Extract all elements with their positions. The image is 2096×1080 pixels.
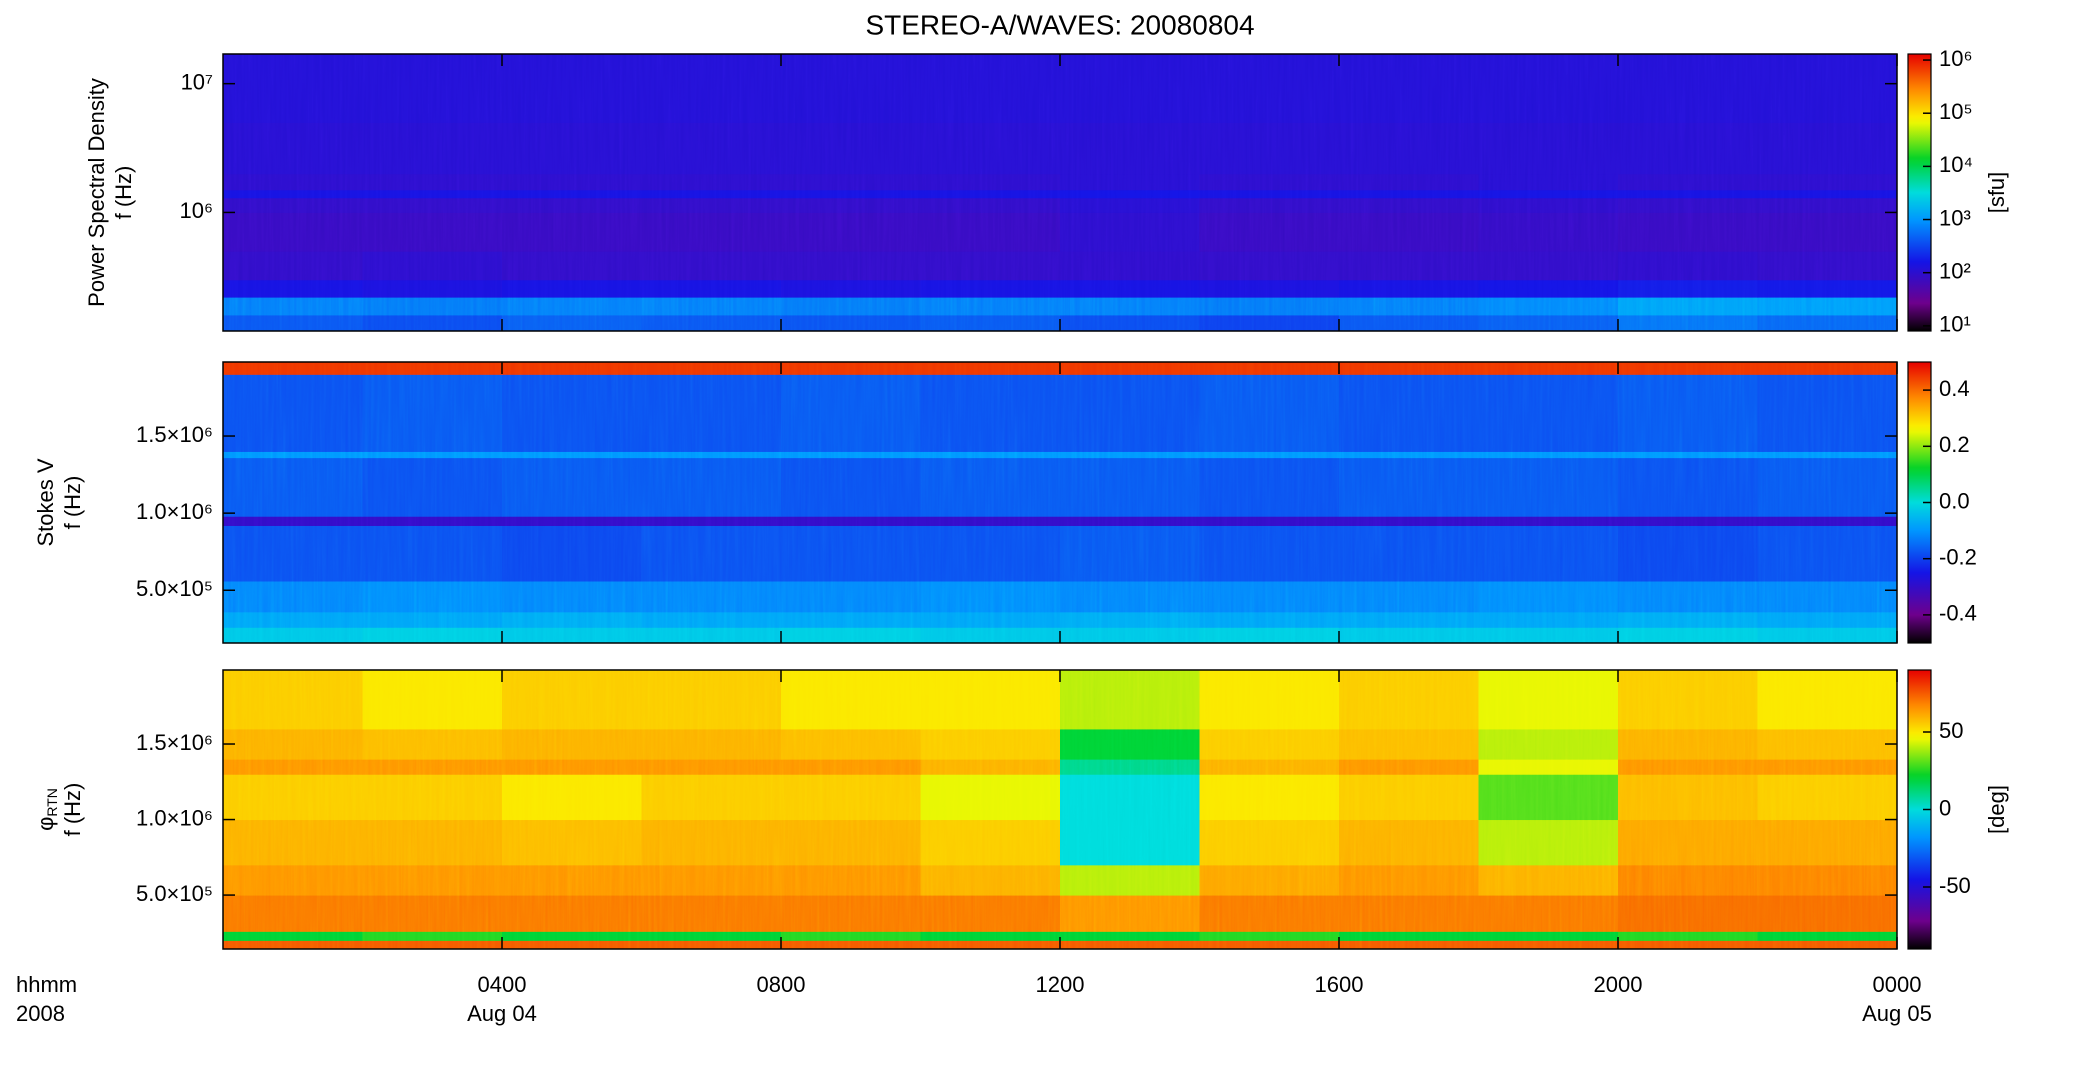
y-tick-label: 1.5×10⁶ <box>136 422 213 447</box>
x-tick-label: 0800 <box>757 972 806 997</box>
x-tick-label: 1200 <box>1036 972 1085 997</box>
x-tick-label: 0400 <box>478 972 527 997</box>
texture <box>223 670 1897 949</box>
colorbar-tick-label: 10⁴ <box>1939 152 1973 177</box>
colorbar-label: [deg] <box>1984 785 2009 834</box>
y-tick-label: 10⁷ <box>181 69 213 94</box>
colorbar-tick-label: 10¹ <box>1939 312 1971 337</box>
colorbar-tick-label: 10³ <box>1939 205 1971 230</box>
chart-title: STEREO-A/WAVES: 20080804 <box>865 9 1254 40</box>
y-axis-label: f (Hz) <box>60 783 85 837</box>
y-axis-label: f (Hz) <box>111 166 136 220</box>
y-tick-label: 1.0×10⁶ <box>136 805 213 830</box>
colorbar-tick-label: 10⁵ <box>1939 99 1973 124</box>
x-axis-label: hhmm <box>16 972 77 997</box>
y-tick-label: 1.5×10⁶ <box>136 730 213 755</box>
colorbar-tick-label: 0.0 <box>1939 488 1970 513</box>
colorbar-tick-label: 10² <box>1939 259 1971 284</box>
x-date-label: Aug 04 <box>467 1001 537 1026</box>
colorbar-tick-label: 0 <box>1939 795 1951 820</box>
colorbar-label: [sfu] <box>1984 172 2009 214</box>
colorbar-tick-label: 0.4 <box>1939 376 1970 401</box>
x-date-label: Aug 05 <box>1862 1001 1932 1026</box>
colorbar-tick-label: -50 <box>1939 873 1971 898</box>
colorbar-tick-label: 50 <box>1939 718 1963 743</box>
texture <box>223 362 1897 643</box>
y-axis-label-subscript: RTN <box>44 788 60 817</box>
y-axis-label: Stokes V <box>33 458 58 546</box>
y-axis-label: φRTN <box>33 788 60 831</box>
y-axis-label: f (Hz) <box>60 476 85 530</box>
colorbar-tick-label: 0.2 <box>1939 432 1970 457</box>
y-tick-label: 5.0×10⁵ <box>136 881 213 906</box>
x-tick-label: 1600 <box>1315 972 1364 997</box>
colorbar <box>1907 53 1932 332</box>
year-label: 2008 <box>16 1001 65 1026</box>
texture <box>223 54 1897 331</box>
y-tick-label: 5.0×10⁵ <box>136 576 213 601</box>
y-tick-label: 10⁶ <box>179 198 213 223</box>
y-axis-label: Power Spectral Density <box>84 78 109 307</box>
x-tick-label: 0000 <box>1873 972 1922 997</box>
colorbar-tick-label: 10⁶ <box>1939 46 1973 71</box>
x-tick-label: 2000 <box>1594 972 1643 997</box>
y-tick-label: 1.0×10⁶ <box>136 499 213 524</box>
colorbar-tick-label: -0.2 <box>1939 545 1977 570</box>
colorbar-tick-label: -0.4 <box>1939 601 1977 626</box>
